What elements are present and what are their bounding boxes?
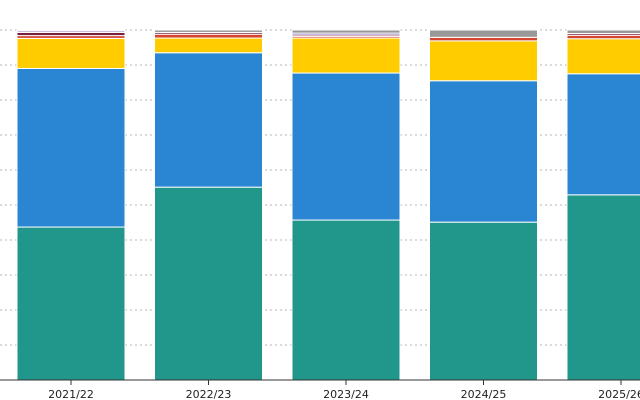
x-tick-label-2: 2023/24 — [323, 388, 369, 400]
bar-segment-4-1 — [566, 73, 640, 196]
bar-segment-0-2 — [16, 37, 126, 70]
bar-segment-2-2 — [291, 37, 401, 74]
bar-segment-2-0 — [291, 219, 401, 381]
x-tick-label-1: 2022/23 — [186, 388, 232, 400]
x-tick-label-0: 2021/22 — [48, 388, 94, 400]
bar-segment-3-2 — [429, 40, 538, 82]
x-axis: 2021/22 2022/23 2023/24 2024/25 2025/26 — [0, 379, 640, 400]
bar-group-2 — [291, 29, 401, 381]
bar-segment-2-1 — [291, 72, 401, 221]
bar-group-4 — [566, 29, 640, 381]
bar-group-3 — [429, 29, 538, 381]
bar-segment-3-1 — [429, 80, 538, 223]
bar-group-0 — [16, 29, 126, 381]
bar-segment-4-2 — [566, 38, 640, 75]
bar-segment-0-0 — [16, 226, 126, 381]
bar-segment-1-3 — [154, 33, 263, 39]
bar-segment-4-3 — [566, 34, 640, 40]
bar-segment-4-6 — [566, 29, 640, 34]
bar-group-1 — [154, 29, 263, 381]
bars — [16, 29, 640, 381]
bar-segment-0-6 — [16, 29, 126, 32]
bar-segment-4-0 — [566, 194, 640, 381]
x-tick-label-3: 2024/25 — [461, 388, 507, 400]
bar-segment-1-6 — [154, 29, 263, 33]
bar-segment-3-0 — [429, 221, 538, 381]
bar-segment-3-6 — [429, 29, 538, 38]
bar-segment-1-1 — [154, 52, 263, 188]
bar-segment-2-6 — [291, 29, 401, 34]
bar-segment-0-1 — [16, 68, 126, 228]
bar-segment-3-3 — [429, 36, 538, 42]
bar-segment-1-0 — [154, 186, 263, 381]
bar-segment-1-2 — [154, 37, 263, 54]
x-tick-label-4: 2025/26 — [598, 388, 640, 400]
